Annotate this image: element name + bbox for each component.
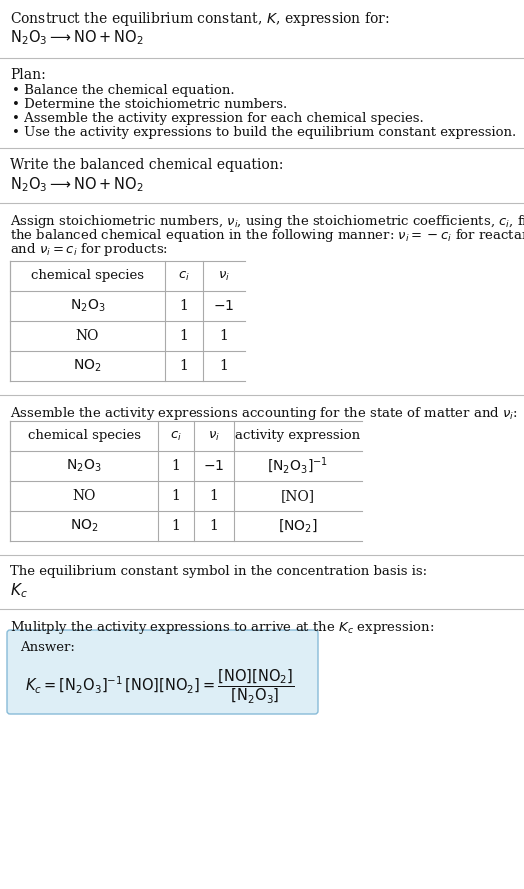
Text: Plan:: Plan:: [10, 68, 46, 82]
Text: 1: 1: [180, 359, 189, 373]
Text: $K_c$: $K_c$: [10, 581, 28, 600]
Text: Mulitply the activity expressions to arrive at the $K_c$ expression:: Mulitply the activity expressions to arr…: [10, 619, 434, 636]
Text: Assemble the activity expressions accounting for the state of matter and $\nu_i$: Assemble the activity expressions accoun…: [10, 405, 518, 422]
Text: • Determine the stoichiometric numbers.: • Determine the stoichiometric numbers.: [12, 98, 287, 111]
Text: $c_i$: $c_i$: [170, 429, 182, 443]
Text: NO: NO: [72, 489, 96, 503]
Text: activity expression: activity expression: [235, 429, 361, 443]
Text: $-1$: $-1$: [213, 299, 235, 313]
Text: • Use the activity expressions to build the equilibrium constant expression.: • Use the activity expressions to build …: [12, 126, 516, 139]
FancyBboxPatch shape: [7, 630, 318, 714]
Text: Construct the equilibrium constant, $K$, expression for:: Construct the equilibrium constant, $K$,…: [10, 10, 390, 28]
Text: the balanced chemical equation in the following manner: $\nu_i = -c_i$ for react: the balanced chemical equation in the fo…: [10, 227, 524, 244]
Text: Answer:: Answer:: [20, 641, 75, 654]
Text: 1: 1: [220, 359, 228, 373]
Text: $K_c = [\mathrm{N_2O_3}]^{-1}\,[\mathrm{NO}][\mathrm{NO_2}] = \dfrac{[\mathrm{NO: $K_c = [\mathrm{N_2O_3}]^{-1}\,[\mathrm{…: [25, 667, 294, 705]
Text: 1: 1: [180, 299, 189, 313]
Text: Assign stoichiometric numbers, $\nu_i$, using the stoichiometric coefficients, $: Assign stoichiometric numbers, $\nu_i$, …: [10, 213, 524, 230]
Text: $c_i$: $c_i$: [178, 269, 190, 283]
Text: $\mathrm{NO_2}$: $\mathrm{NO_2}$: [73, 357, 102, 374]
Text: 1: 1: [171, 489, 180, 503]
Text: $\mathrm{N_2O_3} \longrightarrow \mathrm{NO} + \mathrm{NO_2}$: $\mathrm{N_2O_3} \longrightarrow \mathrm…: [10, 175, 144, 194]
Text: • Assemble the activity expression for each chemical species.: • Assemble the activity expression for e…: [12, 112, 424, 125]
Text: $\nu_i$: $\nu_i$: [218, 269, 230, 283]
Text: NO: NO: [76, 329, 99, 343]
Text: 1: 1: [210, 519, 219, 533]
Text: • Balance the chemical equation.: • Balance the chemical equation.: [12, 84, 235, 97]
Text: $[\mathrm{NO_2}]$: $[\mathrm{NO_2}]$: [278, 517, 318, 534]
Text: $-1$: $-1$: [203, 459, 225, 473]
Text: 1: 1: [210, 489, 219, 503]
Text: $\mathrm{N_2O_3} \longrightarrow \mathrm{NO} + \mathrm{NO_2}$: $\mathrm{N_2O_3} \longrightarrow \mathrm…: [10, 28, 144, 47]
Text: 1: 1: [171, 519, 180, 533]
Text: $\nu_i$: $\nu_i$: [208, 429, 220, 443]
Text: $[\mathrm{N_2O_3}]^{-1}$: $[\mathrm{N_2O_3}]^{-1}$: [267, 456, 329, 477]
Text: $\mathrm{N_2O_3}$: $\mathrm{N_2O_3}$: [66, 458, 102, 474]
Text: 1: 1: [180, 329, 189, 343]
Text: The equilibrium constant symbol in the concentration basis is:: The equilibrium constant symbol in the c…: [10, 565, 427, 578]
Text: chemical species: chemical species: [27, 429, 140, 443]
Text: 1: 1: [171, 459, 180, 473]
Text: chemical species: chemical species: [31, 269, 144, 283]
Text: $\mathrm{N_2O_3}$: $\mathrm{N_2O_3}$: [70, 298, 105, 314]
Text: Write the balanced chemical equation:: Write the balanced chemical equation:: [10, 158, 283, 172]
Text: [NO]: [NO]: [281, 489, 315, 503]
Text: 1: 1: [220, 329, 228, 343]
Text: and $\nu_i = c_i$ for products:: and $\nu_i = c_i$ for products:: [10, 241, 168, 258]
Text: $\mathrm{NO_2}$: $\mathrm{NO_2}$: [70, 517, 99, 534]
